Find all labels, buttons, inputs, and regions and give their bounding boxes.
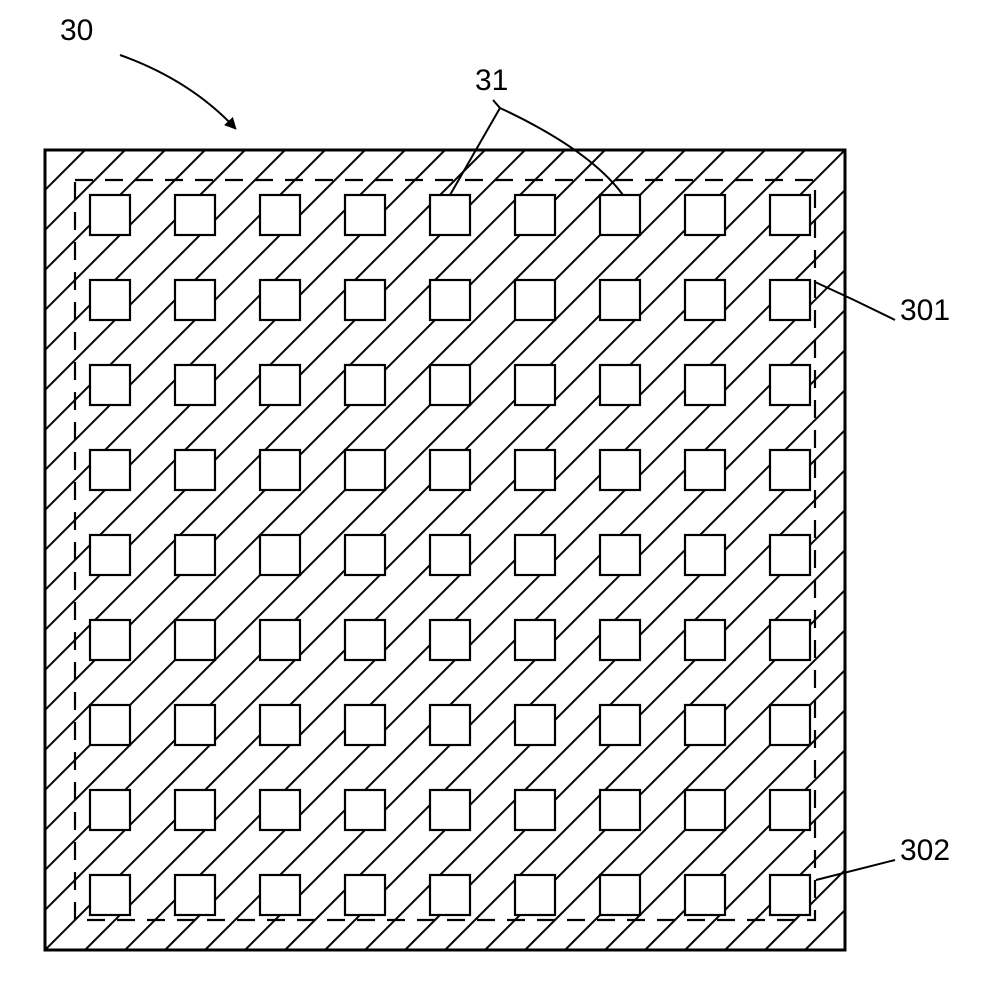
grid-hole (685, 450, 725, 490)
grid-hole (770, 875, 810, 915)
grid-hole (260, 620, 300, 660)
grid-hole (345, 535, 385, 575)
grid-hole (770, 790, 810, 830)
label-301: 301 (900, 294, 950, 327)
grid-hole (345, 620, 385, 660)
grid-hole (175, 365, 215, 405)
grid-hole (430, 790, 470, 830)
grid-hole (770, 280, 810, 320)
grid-hole (600, 195, 640, 235)
grid-hole (515, 535, 555, 575)
grid-hole (600, 365, 640, 405)
grid-hole (685, 195, 725, 235)
grid-hole (770, 450, 810, 490)
grid-hole (600, 790, 640, 830)
grid-hole (430, 705, 470, 745)
grid-hole (600, 620, 640, 660)
grid-hole (260, 535, 300, 575)
grid-hole (685, 535, 725, 575)
grid-hole (685, 280, 725, 320)
grid-hole (600, 535, 640, 575)
grid-hole (345, 280, 385, 320)
grid-hole (175, 280, 215, 320)
grid-hole (175, 875, 215, 915)
grid-hole (90, 365, 130, 405)
grid-hole (515, 705, 555, 745)
grid-hole (430, 195, 470, 235)
grid-hole (770, 535, 810, 575)
grid-hole (90, 875, 130, 915)
grid-hole (515, 875, 555, 915)
label-30: 30 (60, 14, 93, 47)
grid-hole (770, 620, 810, 660)
grid-hole (175, 535, 215, 575)
grid-hole (90, 535, 130, 575)
grid-hole (260, 875, 300, 915)
grid-hole (345, 195, 385, 235)
grid-hole (260, 705, 300, 745)
grid-hole (770, 195, 810, 235)
grid-hole (515, 365, 555, 405)
grid-hole (685, 365, 725, 405)
grid-hole (90, 195, 130, 235)
grid-hole (430, 450, 470, 490)
grid-hole (175, 450, 215, 490)
grid-hole (600, 450, 640, 490)
grid-hole (430, 535, 470, 575)
grid-hole (175, 195, 215, 235)
grid-hole (90, 450, 130, 490)
grid-hole (600, 875, 640, 915)
grid-hole (90, 620, 130, 660)
grid-hole (260, 790, 300, 830)
grid-hole (515, 790, 555, 830)
grid-hole (175, 705, 215, 745)
grid-hole (600, 705, 640, 745)
grid-hole (260, 450, 300, 490)
grid-hole (345, 875, 385, 915)
grid-hole (600, 280, 640, 320)
grid-hole (430, 620, 470, 660)
grid-hole (90, 280, 130, 320)
grid-hole (515, 450, 555, 490)
leader-line (120, 55, 235, 128)
grid-hole (770, 705, 810, 745)
grid-hole (430, 875, 470, 915)
grid-hole (260, 280, 300, 320)
grid-hole (345, 705, 385, 745)
leader-line (493, 100, 500, 108)
grid-hole (685, 705, 725, 745)
grid-hole (770, 365, 810, 405)
grid-hole (345, 365, 385, 405)
grid-hole (685, 790, 725, 830)
grid-hole (260, 195, 300, 235)
grid-hole (90, 705, 130, 745)
grid-hole (515, 620, 555, 660)
label-31: 31 (475, 64, 508, 97)
grid-hole (515, 280, 555, 320)
grid-hole (345, 790, 385, 830)
grid-hole (685, 620, 725, 660)
grid-hole (345, 450, 385, 490)
grid-hole (430, 365, 470, 405)
grid-hole (260, 365, 300, 405)
grid-hole (515, 195, 555, 235)
label-302: 302 (900, 834, 950, 867)
grid-hole (90, 790, 130, 830)
hole-grid (90, 195, 810, 915)
grid-hole (175, 620, 215, 660)
grid-hole (175, 790, 215, 830)
grid-hole (685, 875, 725, 915)
grid-hole (430, 280, 470, 320)
